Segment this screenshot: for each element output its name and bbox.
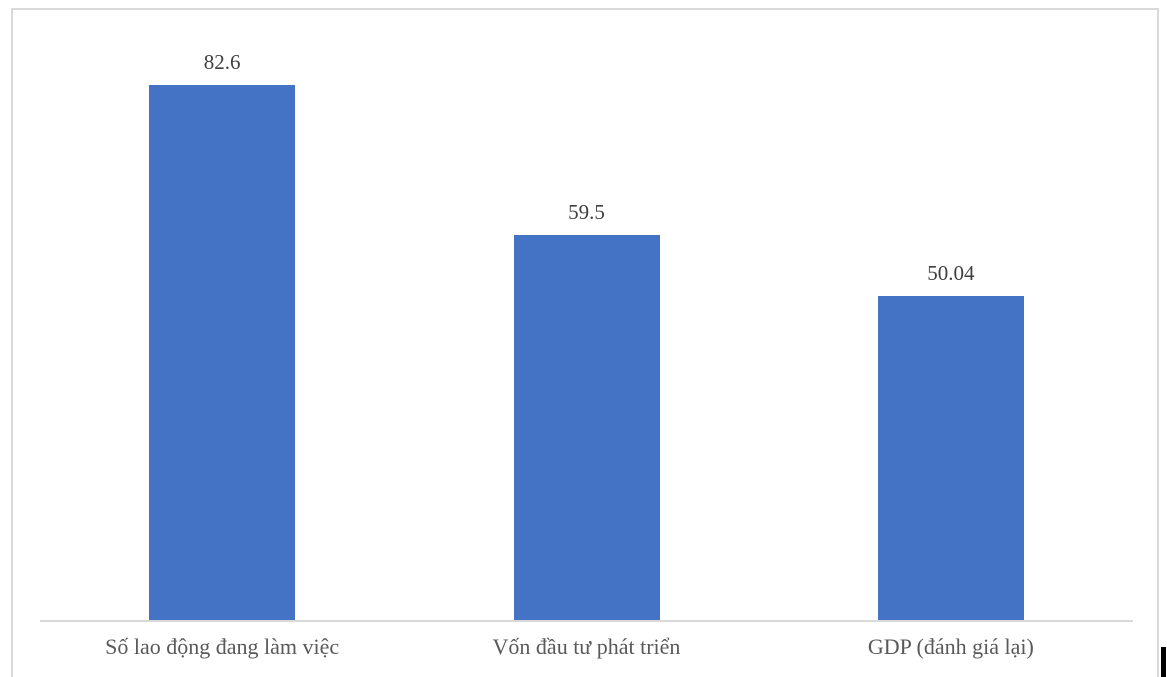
value-label-2: 50.04 xyxy=(927,260,975,285)
bar-2[interactable] xyxy=(877,295,1024,620)
category-label-2: GDP (đánh giá lại) xyxy=(867,634,1034,659)
x-axis-line xyxy=(40,620,1133,622)
value-label-1: 59.5 xyxy=(568,199,605,224)
category-label-1: Vốn đầu tư phát triển xyxy=(492,634,681,659)
bar-0[interactable] xyxy=(149,85,296,620)
value-label-0: 82.6 xyxy=(203,50,241,74)
text-cursor xyxy=(1161,647,1166,677)
bar-1[interactable] xyxy=(513,234,660,620)
category-label-0: Số lao động đang làm việc xyxy=(105,634,340,659)
